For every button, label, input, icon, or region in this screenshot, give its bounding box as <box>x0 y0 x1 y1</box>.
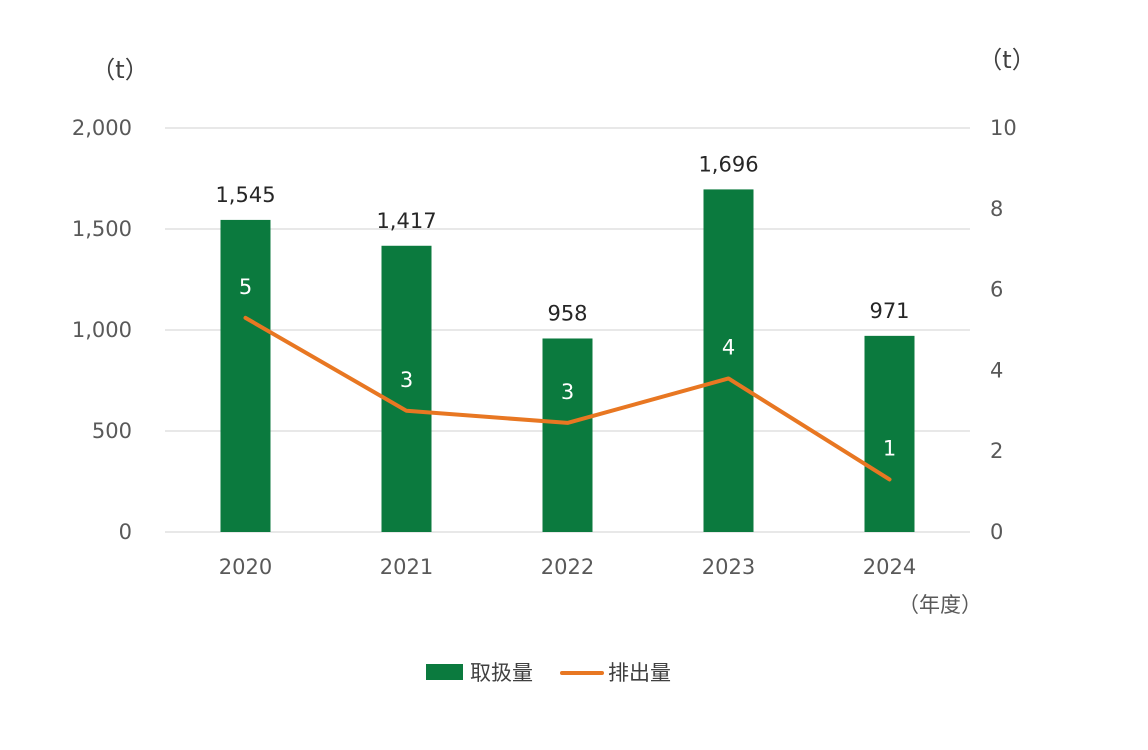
axis-labels: （t） （t） （年度） 0 500 1,000 1,500 2,000 0 2 4 6 8 10 2… <box>72 46 1036 617</box>
line-value-label: 5 <box>239 275 252 299</box>
x-axis-label: （年度） <box>898 593 982 617</box>
y-right-tick-label: 10 <box>990 116 1017 140</box>
x-tick-label: 2020 <box>219 555 272 579</box>
bar <box>703 189 754 532</box>
line-value-label: 4 <box>722 335 735 359</box>
gridlines <box>165 127 970 533</box>
line-value-label: 1 <box>883 436 896 460</box>
line-series <box>243 315 892 482</box>
x-tick-label: 2023 <box>702 555 755 579</box>
bar-value-label: 1,417 <box>376 209 436 233</box>
legend: 取扱量 排出量 <box>426 661 671 685</box>
bar-value-label: 1,545 <box>215 183 275 207</box>
legend-label-line: 排出量 <box>608 661 671 685</box>
y-left-tick-label: 2,000 <box>72 116 132 140</box>
bar <box>542 338 593 532</box>
bar-value-label: 971 <box>869 299 909 323</box>
x-tick-label: 2021 <box>380 555 433 579</box>
data-labels: 1,545 1,417 958 1,696 971 5 3 3 4 1 <box>215 152 909 460</box>
legend-swatch-bar <box>426 664 463 680</box>
left-axis-unit: （t） <box>91 56 148 84</box>
y-right-tick-label: 4 <box>990 358 1003 382</box>
bar <box>864 335 915 532</box>
y-left-tick-label: 500 <box>92 419 132 443</box>
y-right-tick-label: 8 <box>990 197 1003 221</box>
x-tick-label: 2022 <box>541 555 594 579</box>
x-tick-label: 2024 <box>863 555 916 579</box>
y-left-tick-label: 0 <box>119 520 132 544</box>
bar <box>381 245 432 533</box>
legend-label-bar: 取扱量 <box>470 661 533 685</box>
bar-series <box>220 189 915 533</box>
y-right-tick-label: 0 <box>990 520 1003 544</box>
right-axis-unit: （t） <box>978 46 1035 74</box>
y-right-tick-label: 6 <box>990 278 1003 302</box>
bar-value-label: 958 <box>547 301 587 325</box>
bar <box>220 219 271 532</box>
line-value-label: 3 <box>400 368 413 392</box>
y-left-tick-label: 1,500 <box>72 217 132 241</box>
bar-value-label: 1,696 <box>698 152 758 176</box>
y-left-tick-label: 1,000 <box>72 318 132 342</box>
y-right-tick-label: 2 <box>990 439 1003 463</box>
line-value-label: 3 <box>561 380 574 404</box>
